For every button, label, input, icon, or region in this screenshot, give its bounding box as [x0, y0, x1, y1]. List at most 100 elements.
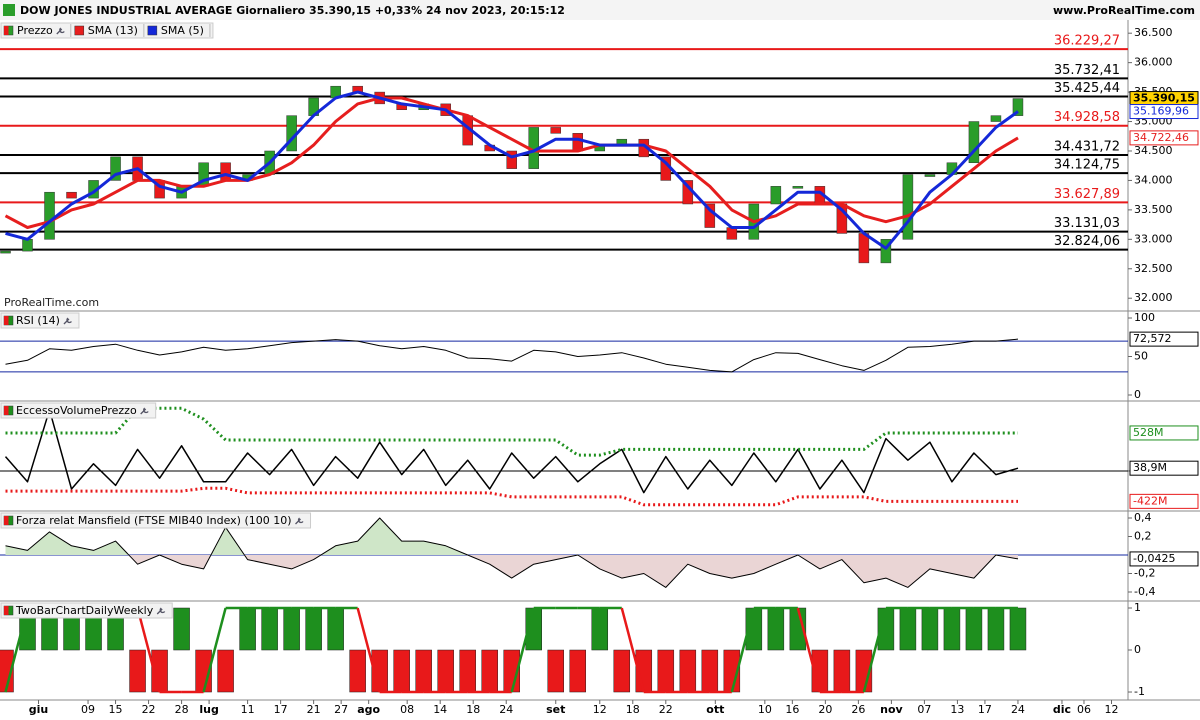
level-label: 34.928,58 — [1054, 110, 1120, 125]
candle — [550, 127, 561, 134]
area-fill — [5, 518, 1018, 555]
header-icon — [3, 4, 15, 16]
candle — [924, 174, 936, 177]
series-line — [4, 96, 1019, 229]
x-tick-label: ago — [357, 703, 380, 716]
x-tick-label: 07 — [917, 703, 931, 716]
candle — [770, 186, 782, 205]
x-tick-label: ott — [706, 703, 724, 716]
bar — [943, 607, 961, 651]
bar — [415, 649, 432, 693]
legend-label[interactable]: Prezzo — [17, 24, 53, 37]
panel-icon-half — [4, 516, 9, 525]
bar — [1009, 607, 1027, 651]
value-label-box — [1129, 331, 1199, 347]
x-tick-label: 24 — [499, 703, 513, 716]
y-tick-label: 34.500 — [1134, 144, 1173, 157]
level-label: 33.131,03 — [1054, 216, 1120, 231]
y-tick-label: 0,2 — [1134, 530, 1152, 543]
x-tick-label: 12 — [593, 703, 607, 716]
value-label: 35.390,15 — [1133, 92, 1195, 105]
bar — [261, 607, 278, 651]
level-label: 34.431,72 — [1054, 140, 1120, 155]
panel-title-bg — [0, 602, 173, 619]
candle — [0, 250, 11, 254]
series-line — [4, 409, 1019, 494]
weekly-segment — [202, 607, 227, 693]
x-tick-label: 26 — [851, 703, 865, 716]
candle — [902, 174, 914, 240]
settings-icon — [140, 407, 149, 415]
x-tick-label: 08 — [400, 703, 414, 716]
series-line — [5, 517, 1019, 588]
x-tick-label: 21 — [307, 703, 321, 716]
x-tick-label: 10 — [758, 703, 772, 716]
y-tick-label: 0 — [1134, 643, 1141, 656]
candle — [572, 133, 584, 152]
value-label-box — [1129, 104, 1199, 120]
x-tick-label: 22 — [142, 703, 156, 716]
weekly-segment — [862, 607, 888, 693]
bar — [569, 649, 587, 693]
bar — [283, 607, 300, 651]
weekly-segment — [796, 607, 822, 693]
panel-title-bg — [0, 312, 80, 329]
y-tick-label: 33.500 — [1134, 203, 1173, 216]
value-label: 35.169,96 — [1133, 105, 1189, 118]
value-label: 528M — [1133, 426, 1164, 439]
level-label: 32.824,06 — [1054, 234, 1120, 249]
panel-title-bg — [0, 512, 312, 529]
bar — [437, 649, 454, 693]
x-tick-label: set — [546, 703, 565, 716]
x-tick-label: 15 — [109, 703, 123, 716]
bar — [239, 607, 256, 651]
y-tick-label: 1 — [1134, 601, 1141, 614]
weekly-segment — [510, 607, 535, 693]
candle — [44, 191, 55, 240]
series-line — [5, 338, 1019, 373]
panel-title: TwoBarChartDailyWeekly — [15, 604, 154, 617]
header-title: DOW JONES INDUSTRIAL AVERAGE Giornaliero… — [20, 4, 565, 17]
panel-icon-half — [4, 606, 9, 615]
bar — [899, 607, 917, 651]
candle — [506, 150, 517, 169]
weekly-segment — [356, 607, 381, 693]
value-label-box — [1129, 460, 1199, 476]
legend-label[interactable]: SMA (5) — [161, 24, 204, 37]
bar — [547, 649, 564, 693]
series-line — [5, 406, 1018, 457]
bar — [129, 649, 146, 693]
y-tick-label: 36.000 — [1134, 56, 1173, 69]
bar — [173, 607, 190, 651]
bar — [217, 649, 234, 693]
candle — [792, 186, 804, 189]
legend-label[interactable]: SMA (13) — [88, 24, 138, 37]
y-tick-label: 34.000 — [1134, 173, 1173, 186]
x-tick-label: 18 — [626, 703, 640, 716]
bar — [965, 607, 983, 651]
level-label: 36.229,27 — [1054, 34, 1120, 49]
legend-swatch — [74, 25, 85, 36]
y-tick-label: -0,4 — [1134, 585, 1155, 598]
panel-title-bg — [0, 402, 157, 419]
settings-icon — [295, 517, 304, 525]
x-tick-label: 24 — [1011, 703, 1025, 716]
bar — [481, 649, 498, 693]
candle — [858, 233, 870, 264]
panel-icon-half — [4, 316, 9, 325]
bar — [459, 649, 476, 693]
x-tick-label: 20 — [818, 703, 832, 716]
x-tick-label: dic — [1053, 703, 1071, 716]
value-label: 38,9M — [1133, 461, 1167, 474]
settings-icon — [156, 607, 166, 615]
watermark: ProRealTime.com — [4, 296, 99, 309]
header-site: www.ProRealTime.com — [1053, 4, 1195, 17]
level-label: 33.627,89 — [1054, 187, 1120, 202]
y-tick-label: 32.000 — [1134, 291, 1173, 304]
y-tick-label: -1 — [1134, 685, 1145, 698]
x-tick-label: 16 — [785, 703, 799, 716]
candle — [1012, 98, 1024, 116]
area-fill — [5, 555, 1018, 588]
bar — [679, 649, 697, 693]
weekly-segment — [730, 607, 756, 693]
